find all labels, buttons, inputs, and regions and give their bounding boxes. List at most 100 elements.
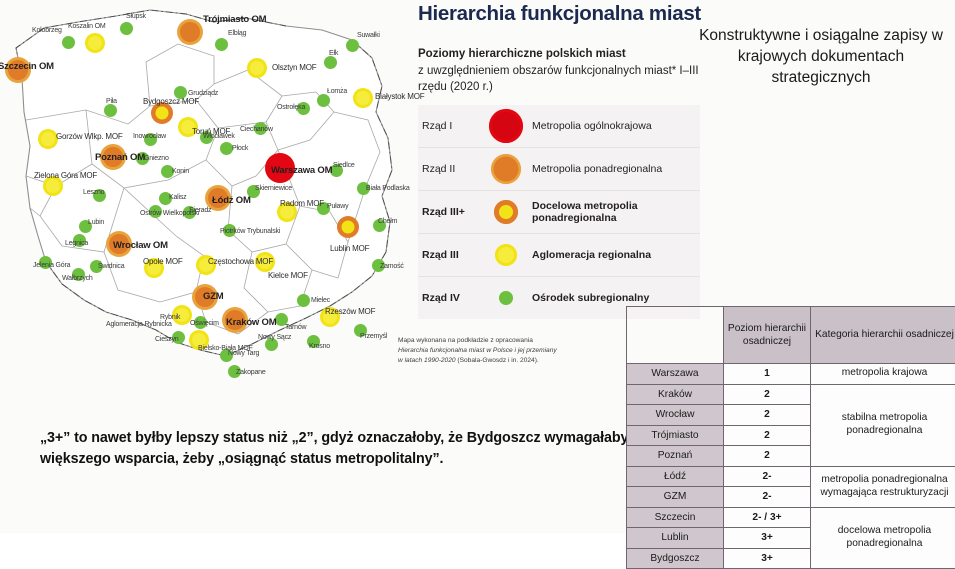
source-line-2: Hierarchia funkcjonalna miast w Polsce i…: [398, 347, 557, 354]
legend-marker-icon: [494, 200, 518, 224]
map-city-label: Wrocław OM: [113, 241, 168, 251]
cell-category: metropolia ponadregionalna wymagająca re…: [811, 466, 955, 507]
legend-rank-label: Rząd I: [418, 120, 480, 132]
map-city-marker-core: [342, 221, 355, 234]
map-city-marker-core: [180, 22, 200, 42]
map-city-label: Sieradz: [189, 207, 211, 214]
map-city-label: Zamość: [380, 263, 404, 270]
map-city-marker: [353, 88, 373, 108]
map-city-marker-core: [88, 36, 102, 50]
map-city-label: Ostrołęka: [277, 104, 305, 111]
cell-level: 1: [724, 364, 811, 385]
cell-category: metropolia krajowa: [811, 364, 955, 385]
map-city-marker: [324, 56, 337, 69]
table-header-row: Poziom hierarchii osadniczej Kategoria h…: [627, 307, 955, 364]
map-city-label: Leszno: [83, 189, 104, 196]
legend-rank-label: Rząd III+: [418, 206, 480, 218]
map-city-marker-core: [250, 61, 264, 75]
legend-marker-core: [494, 157, 519, 182]
map-city-label: Chełm: [378, 218, 397, 225]
map-city-marker-core: [156, 107, 169, 120]
header-category: Kategoria hierarchii osadniczej: [811, 307, 955, 364]
cell-level: 2- / 3+: [724, 507, 811, 528]
cell-city: Lublin: [627, 528, 724, 549]
map-city-label: Puławy: [327, 203, 348, 210]
legend-heading-rest: z uwzględnieniem obszarów funkcjonalnych…: [418, 65, 699, 94]
map-city-label: Zakopane: [236, 369, 266, 376]
map-city-label: Aglomeracja Rybnicka: [106, 321, 172, 328]
map-city-label: Oświęcim: [190, 320, 219, 327]
map-city-label: Krosno: [309, 343, 330, 350]
legend-marker-core: [499, 205, 513, 219]
cell-level: 2: [724, 405, 811, 426]
hierarchy-table-wrap: Poziom hierarchii osadniczej Kategoria h…: [626, 306, 955, 569]
map-city-label: Przemyśl: [360, 333, 387, 340]
legend-rank-label: Rząd II: [418, 163, 480, 175]
cell-level: 2: [724, 425, 811, 446]
map-city-marker-core: [46, 179, 60, 193]
map-city-label: Poznań OM: [95, 153, 145, 163]
map-city-marker: [85, 33, 105, 53]
cell-city: Bydgoszcz: [627, 548, 724, 569]
slide-title: Hierarchia funkcjonalna miast: [418, 2, 718, 26]
map-city-marker-core: [41, 132, 55, 146]
map-city-label: Wałbrzych: [62, 275, 93, 282]
map-source-note: Mapa wykonana na podkładzie z opracowani…: [398, 336, 628, 366]
map-city-label: Koszalin OM: [68, 23, 105, 30]
map-city-label: Łódź OM: [212, 196, 251, 206]
legend-marker-icon: [489, 109, 523, 143]
map-city-label: Biała Podlaska: [366, 185, 410, 192]
map-city-label: Słupsk: [126, 13, 146, 20]
map-city-label: Olsztyn MOF: [272, 64, 316, 72]
map-city-marker: [120, 22, 133, 35]
map-city-label: Nowy Targ: [228, 350, 259, 357]
map-city-marker: [337, 216, 359, 238]
map-city-marker: [346, 39, 359, 52]
right-heading: Konstruktywne i osiągalne zapisy w krajo…: [688, 26, 954, 89]
map-city-label: Zielona Góra MOF: [34, 172, 97, 180]
legend-row: Rząd III+Docelowa metropolia ponadregion…: [418, 191, 700, 234]
legend-description: Ośrodek subregionalny: [532, 292, 649, 304]
map-city-label: Grudziądz: [188, 90, 218, 97]
map-city-label: Nowy Sącz: [258, 334, 291, 341]
bottom-caption: „3+” to nawet byłby lepszy status niż „2…: [40, 428, 636, 471]
legend-symbol: [480, 291, 532, 305]
legend-heading-bold: Poziomy hierarchiczne polskich miast: [418, 48, 626, 60]
map-city-marker: [177, 19, 203, 45]
cell-level: 2-: [724, 466, 811, 487]
header-level: Poziom hierarchii osadniczej: [724, 307, 811, 364]
map-city-label: Elbląg: [228, 30, 246, 37]
map-city-marker: [220, 142, 233, 155]
map-city-marker: [247, 58, 267, 78]
map-city-label: Włocławek: [203, 133, 235, 140]
map-city-label: Siedlce: [333, 162, 355, 169]
map-city-label: Piotrków Trybunalski: [220, 228, 280, 235]
map-city-label: Lublin MOF: [330, 245, 369, 253]
map-city-label: Konin: [172, 168, 189, 175]
cell-city: Szczecin: [627, 507, 724, 528]
map-city-label: Kraków OM: [226, 318, 276, 328]
cell-level: 2: [724, 446, 811, 467]
map-city-marker: [104, 104, 117, 117]
map-city-label: Ełk: [329, 50, 338, 57]
map-city-label: Opole MOF: [143, 258, 183, 266]
legend-marker-core: [492, 112, 520, 140]
legend-marker-icon: [495, 244, 517, 266]
map-city-label: Gorzów Wlkp. MOF: [56, 133, 123, 141]
map-city-label: Szczecin OM: [0, 62, 54, 72]
legend-marker-core: [498, 247, 514, 263]
legend-marker-icon: [491, 154, 521, 184]
legend-rank-label: Rząd IV: [418, 292, 480, 304]
map-city-marker: [297, 294, 310, 307]
legend-rank-label: Rząd III: [418, 249, 480, 261]
map-city-label: Mielec: [311, 297, 330, 304]
legend-symbol: [480, 244, 532, 266]
source-line-3: w latach 1990-2020: [398, 357, 456, 364]
map-city-label: Płock: [232, 145, 248, 152]
